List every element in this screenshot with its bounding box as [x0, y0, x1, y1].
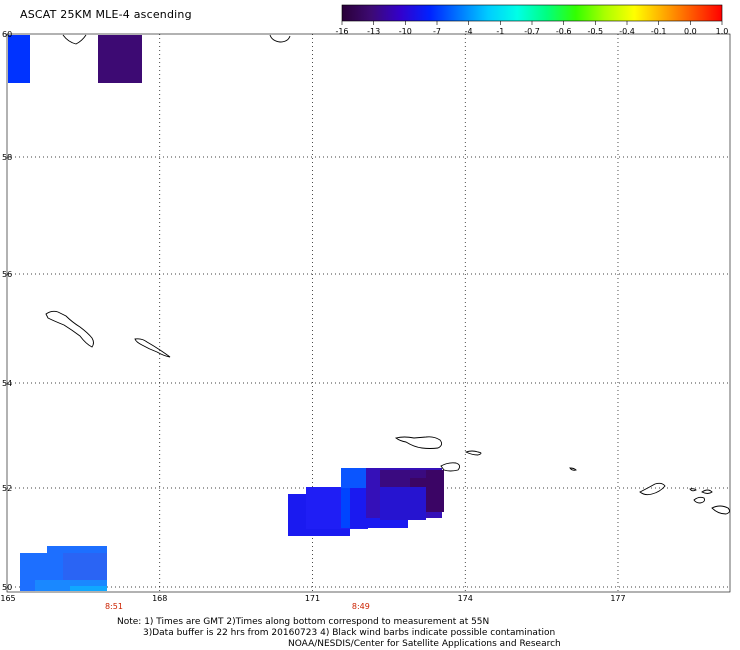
colorbar-label: -16	[335, 27, 348, 36]
island-coastline	[689, 488, 697, 492]
longitude-label: 174	[458, 594, 473, 603]
swath-cell	[426, 470, 444, 512]
island-coastline	[440, 462, 461, 472]
colorbar-label: -4	[465, 27, 473, 36]
colorbar-gradient	[341, 4, 723, 22]
longitude-label: 177	[610, 594, 625, 603]
colorbar-label: -13	[367, 27, 380, 36]
coastlines	[45, 34, 731, 515]
latitude-label: 60	[2, 30, 12, 39]
map-title: ASCAT 25KM MLE-4 ascending	[20, 8, 192, 21]
island-coastline	[569, 467, 577, 471]
island-coastline	[701, 489, 713, 494]
latitude-label: 52	[2, 484, 12, 493]
colorbar-label: -1	[496, 27, 504, 36]
pass-time-label: 8:51	[105, 602, 123, 611]
island-coastline	[711, 505, 731, 515]
island-coastline	[134, 338, 171, 358]
longitude-label: 168	[152, 594, 167, 603]
colorbar-label: -7	[433, 27, 441, 36]
pass-time-label: 8:49	[352, 602, 370, 611]
swath-cell	[98, 35, 142, 83]
data-swaths	[8, 35, 444, 591]
latitude-label: 56	[2, 270, 12, 279]
colorbar-label: 0.0	[684, 27, 697, 36]
colorbar-label: -0.5	[588, 27, 604, 36]
latitude-label: 54	[2, 379, 12, 388]
colorbar-label: -0.6	[556, 27, 572, 36]
graticule	[7, 34, 730, 592]
colorbar-label: 1.0	[716, 27, 729, 36]
colorbar-label: -0.7	[524, 27, 540, 36]
latitude-label: 50	[2, 583, 12, 592]
swath-cell	[341, 468, 366, 488]
note-line-3: NOAA/NESDIS/Center for Satellite Applica…	[288, 639, 561, 649]
colorbar-label: -0.1	[651, 27, 667, 36]
colorbar-label: -10	[399, 27, 412, 36]
coastline	[269, 34, 291, 43]
swath-cell	[8, 35, 30, 83]
latitude-label: 58	[2, 153, 12, 162]
island-coastline	[693, 496, 705, 504]
colorbar: -16 -13 -10 -7 -4 -1 -0.7 -0.6 -0.5 -0.4 -0.1 0.0 1.…	[335, 4, 729, 36]
colorbar-label: -0.4	[619, 27, 635, 36]
swath-cell	[35, 580, 107, 591]
swath-cell	[380, 487, 426, 520]
swath-cell	[70, 586, 107, 591]
note-line-2: 3)Data buffer is 22 hrs from 20160723 4)…	[143, 628, 556, 638]
swath-cell	[47, 546, 107, 554]
longitude-label: 171	[305, 594, 320, 603]
map-frame	[6, 33, 731, 593]
island-coastline	[394, 436, 443, 449]
island-coastline	[464, 450, 482, 456]
note-line-1: Note: 1) Times are GMT 2)Times along bot…	[117, 617, 490, 627]
island-coastline	[639, 482, 666, 496]
island-attu	[45, 310, 94, 348]
coastline	[62, 34, 87, 45]
swath-cell	[63, 553, 107, 580]
longitude-label: 165	[0, 594, 15, 603]
